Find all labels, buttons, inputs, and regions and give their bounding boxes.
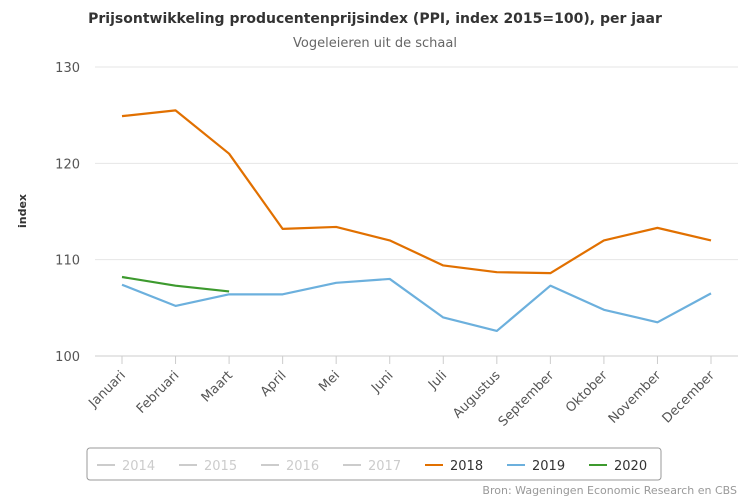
source: Bron: Wageningen Economic Research en CB… <box>482 484 737 497</box>
chart-title: Prijsontwikkeling producentenprijsindex … <box>88 11 662 27</box>
y-axis-label: index <box>16 194 29 228</box>
legend-label[interactable]: 2016 <box>286 459 319 474</box>
series-line <box>121 275 230 293</box>
x-tick-label: April <box>258 368 290 400</box>
legend-label[interactable]: 2014 <box>122 459 155 474</box>
legend-box <box>86 447 662 481</box>
series-line <box>121 109 712 275</box>
chart-subtitle: Vogeleieren uit de schaal <box>293 36 457 51</box>
x-tick-label: Juni <box>368 368 396 396</box>
y-tick-label: 130 <box>55 61 80 76</box>
x-tick-label: Februari <box>134 368 182 416</box>
x-tick-label: Januari <box>86 368 129 411</box>
legend-label[interactable]: 2017 <box>368 459 401 474</box>
x-tick-label: Augustus <box>450 368 504 422</box>
y-tick-label: 120 <box>55 157 80 172</box>
x-tick-label: Maart <box>199 368 236 405</box>
x-tick-label: November <box>606 368 665 427</box>
legend-label[interactable]: 2015 <box>204 459 237 474</box>
legend-label[interactable]: 2018 <box>450 459 483 474</box>
x-tick-label: Mei <box>316 368 343 395</box>
x-tick-label: December <box>660 368 719 427</box>
series-line <box>121 277 712 333</box>
y-tick-label: 110 <box>55 254 80 269</box>
x-tick-label: Juli <box>425 368 450 393</box>
legend-label[interactable]: 2019 <box>532 459 565 474</box>
legend-label[interactable]: 2020 <box>614 459 647 474</box>
y-tick-label: 100 <box>55 350 80 365</box>
x-tick-label: Oktober <box>563 368 611 416</box>
x-tick-label: September <box>496 368 558 430</box>
